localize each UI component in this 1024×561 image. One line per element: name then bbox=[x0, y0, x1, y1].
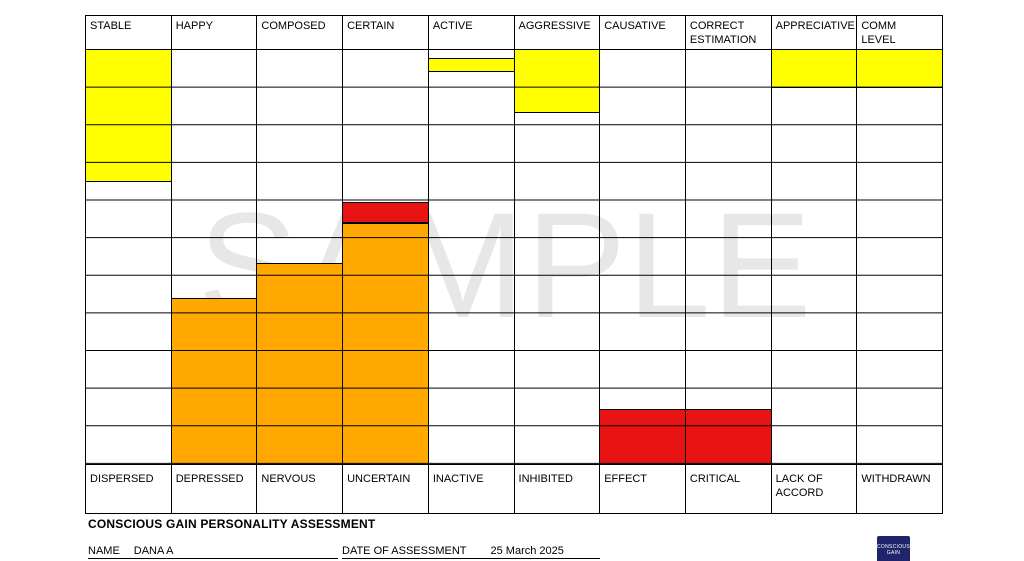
logo-line2: GAIN bbox=[886, 550, 901, 556]
chart-footer-row: DISPERSED DEPRESSED NERVOUS UNCERTAIN INACTI… bbox=[85, 465, 943, 514]
column-top-label: HAPPY bbox=[172, 16, 258, 49]
column-bottom-label: DEPRESSED bbox=[172, 465, 258, 513]
chart-body-wrap: SAMPLE bbox=[85, 50, 943, 465]
column-top-label: CORRECT ESTIMATION bbox=[686, 16, 772, 49]
name-field: NAME DANA A bbox=[88, 545, 338, 559]
chart-column bbox=[771, 50, 858, 464]
column-top-label: COMPOSED bbox=[257, 16, 344, 49]
chart-column bbox=[257, 50, 344, 464]
assessment-grid: STABLE HAPPY COMPOSED CERTAIN ACTIVE AGGRESSI… bbox=[85, 15, 943, 514]
value-bar bbox=[343, 202, 428, 224]
column-bottom-label: NERVOUS bbox=[257, 465, 344, 513]
date-label: DATE OF ASSESSMENT bbox=[342, 545, 467, 557]
name-value: DANA A bbox=[133, 545, 174, 557]
chart-header-row: STABLE HAPPY COMPOSED CERTAIN ACTIVE AGGRESSI… bbox=[85, 15, 943, 50]
column-bottom-label: DISPERSED bbox=[86, 465, 172, 513]
value-bar bbox=[343, 223, 428, 464]
chart-column bbox=[171, 50, 258, 464]
column-top-label: CERTAIN bbox=[343, 16, 429, 49]
chart-column bbox=[857, 50, 943, 464]
logo-line1: CONSCIOUS bbox=[877, 544, 910, 550]
column-top-label: CAUSATIVE bbox=[600, 16, 686, 49]
column-bottom-label: EFFECT bbox=[600, 465, 686, 513]
chart-column bbox=[600, 50, 686, 464]
chart-column bbox=[428, 50, 515, 464]
column-top-label: AGGRESSIVE bbox=[515, 16, 601, 49]
column-bottom-label: LACK OF ACCORD bbox=[772, 465, 858, 513]
chart-column bbox=[514, 50, 601, 464]
chart-body bbox=[86, 50, 943, 464]
value-bar bbox=[257, 262, 343, 464]
column-top-label: APPRECIATIVE bbox=[772, 16, 858, 49]
value-bar bbox=[428, 57, 514, 72]
column-top-label: STABLE bbox=[86, 16, 172, 49]
date-value: 25 March 2025 bbox=[490, 545, 564, 557]
column-top-label: COMM LEVEL bbox=[861, 20, 897, 47]
date-of-assessment-field: DATE OF ASSESSMENT 25 March 2025 bbox=[342, 545, 600, 559]
value-bar bbox=[514, 50, 600, 113]
column-bottom-label: CRITICAL bbox=[686, 465, 772, 513]
column-top-label: ACTIVE bbox=[429, 16, 515, 49]
value-bar bbox=[171, 298, 257, 464]
value-bar bbox=[86, 50, 171, 182]
column-bottom-label: UNCERTAIN bbox=[343, 465, 429, 513]
conscious-gain-logo: CONSCIOUS GAIN bbox=[877, 536, 910, 561]
value-bar bbox=[685, 409, 771, 464]
page-title: CONSCIOUS GAIN PERSONALITY ASSESSMENT bbox=[88, 517, 376, 531]
column-bottom-label: INACTIVE bbox=[429, 465, 515, 513]
value-bar bbox=[600, 409, 685, 464]
value-bar bbox=[857, 50, 943, 88]
column-bottom-label: WITHDRAWN bbox=[861, 473, 931, 485]
chart-column bbox=[685, 50, 772, 464]
column-bottom-label: INHIBITED bbox=[515, 465, 601, 513]
chart-column bbox=[343, 50, 429, 464]
chart-column bbox=[86, 50, 172, 464]
value-bar bbox=[771, 50, 857, 88]
name-label: NAME bbox=[88, 545, 120, 557]
